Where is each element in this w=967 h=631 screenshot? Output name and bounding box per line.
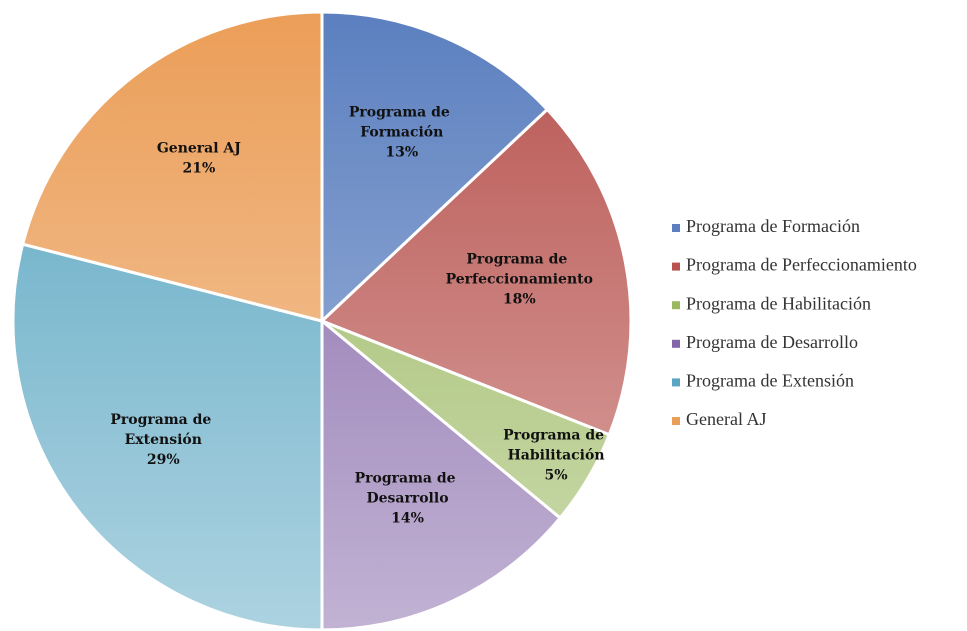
pie-slice (11, 242, 324, 631)
legend-label: Programa de Desarrollo (686, 332, 858, 352)
legend-label: General AJ (686, 409, 766, 429)
legend-swatch (672, 417, 680, 425)
slice-value-label: 29% (147, 452, 180, 468)
legend-label: Programa de Formación (686, 216, 860, 236)
legend-swatch (672, 378, 680, 387)
slice-value-label: 18% (503, 291, 536, 307)
slice-category-label: Programa de Desarrollo (355, 471, 461, 507)
legend-swatch (672, 262, 680, 271)
legend-label: Programa de Extensión (686, 371, 854, 391)
slice-category-label: Programa de Formación (349, 105, 455, 141)
slice-value-label: 5% (545, 467, 568, 483)
slice-category-label: Programa de Perfeccionamiento (446, 251, 593, 287)
slice-category-label: General AJ (157, 140, 241, 156)
pie-slice (320, 10, 550, 325)
slice-category-label: Programa de Extensión (110, 412, 216, 448)
pie-slice (20, 10, 324, 323)
legend-label: Programa de Habilitación (686, 293, 871, 313)
slice-value-label: 13% (385, 145, 418, 161)
slice-value-label: 14% (391, 511, 424, 527)
legend-swatch (672, 301, 680, 310)
slice-category-label: Programa de Habilitación (503, 427, 609, 463)
pie-slice (319, 107, 633, 437)
slice-value-label: 21% (182, 160, 215, 176)
legend-swatch (672, 224, 680, 232)
legend-label: Programa de Perfeccionamiento (686, 255, 917, 275)
pie-slice (320, 317, 563, 631)
legend-swatch (672, 339, 680, 348)
